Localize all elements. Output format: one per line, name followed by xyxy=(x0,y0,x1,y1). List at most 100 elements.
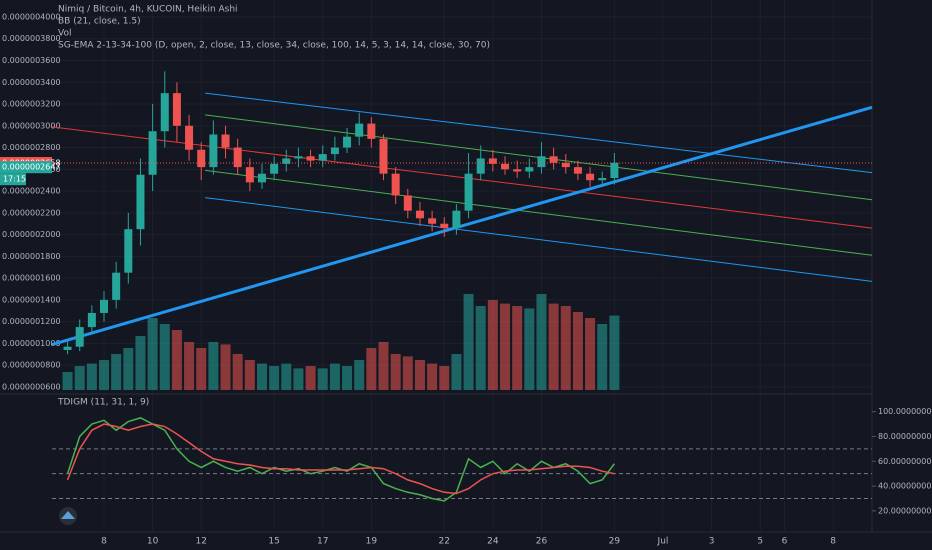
candle-body xyxy=(294,156,303,159)
y-tick-label: 0.0000000800 xyxy=(2,361,61,370)
volume-bar xyxy=(475,306,486,390)
pane-title: TDIGM (11, 31, 1, 9) xyxy=(57,398,149,408)
candle-body xyxy=(403,195,412,211)
candle-body xyxy=(391,173,400,196)
volume-bar xyxy=(196,348,207,390)
logo-mark xyxy=(61,511,75,519)
x-tick-label: 8 xyxy=(101,537,107,547)
volume-bar xyxy=(232,354,243,390)
volume-bar xyxy=(451,354,462,390)
candle-body xyxy=(257,173,266,183)
indicator-name: Vol xyxy=(58,29,71,39)
x-tick-label: 29 xyxy=(609,537,621,547)
indicator-name: BB (21, close, 1.5) xyxy=(58,17,141,27)
candle-body xyxy=(537,156,546,168)
x-tick-label: 8 xyxy=(830,537,836,547)
candle-body xyxy=(209,134,218,168)
y-tick-label: 0.0000002400 xyxy=(2,187,61,196)
candle-body xyxy=(561,162,570,168)
volume-bar xyxy=(439,366,450,390)
y-tick-label: 60.0000000000 xyxy=(878,457,932,466)
candle-body xyxy=(172,93,181,126)
volume-bar xyxy=(111,354,122,390)
candle-body xyxy=(488,158,497,164)
x-tick-label: 3 xyxy=(709,537,715,547)
price-label-box xyxy=(0,161,52,174)
volume-bar xyxy=(378,342,389,390)
candle-body xyxy=(63,346,72,350)
volume-bar xyxy=(536,294,547,390)
volume-bar xyxy=(317,368,328,390)
volume-bar xyxy=(293,368,304,390)
candle-body xyxy=(221,134,230,148)
price-label: 0.0000002647 xyxy=(2,163,61,172)
volume-bar xyxy=(159,324,170,390)
y-tick-label: 0.0000003000 xyxy=(2,121,61,130)
candle-body xyxy=(75,327,84,347)
volume-bar xyxy=(208,342,219,390)
candle-body xyxy=(464,173,473,211)
volume-bar xyxy=(609,315,620,390)
candle-body xyxy=(270,163,279,174)
trend-line xyxy=(205,92,873,174)
candle-body xyxy=(415,210,424,219)
volume-bar xyxy=(548,303,559,390)
candle-body xyxy=(343,136,352,148)
x-tick-label: 12 xyxy=(195,537,206,547)
candle-body xyxy=(610,162,619,179)
y-tick-label: 0.0000003400 xyxy=(2,78,61,87)
candle-body xyxy=(87,312,96,328)
indicator-name: SG-EMA 2-13-34-100 (D, open, 2, close, 1… xyxy=(58,41,490,51)
volume-bar xyxy=(500,303,511,390)
candle-body xyxy=(197,149,206,168)
volume-bar xyxy=(427,363,438,390)
volume-bar xyxy=(342,366,353,390)
volume-bar xyxy=(463,294,474,390)
candle-body xyxy=(185,125,194,150)
candle-body xyxy=(428,218,437,224)
y-tick-label: 0.0000001800 xyxy=(2,252,61,261)
candle-body xyxy=(124,229,133,273)
volume-bar xyxy=(329,363,340,390)
volume-bar xyxy=(123,348,134,390)
y-tick-label: 0.0000000600 xyxy=(2,382,61,391)
x-tick-label: 19 xyxy=(366,537,378,547)
x-tick-label: 15 xyxy=(268,537,279,547)
candle-body xyxy=(136,174,145,230)
volume-bar xyxy=(171,330,182,390)
y-tick-label: 0.0000002800 xyxy=(2,143,61,152)
x-tick-label: 5 xyxy=(757,537,763,547)
candle-body xyxy=(476,158,485,174)
x-tick-label: 10 xyxy=(147,537,159,547)
volume-bar xyxy=(402,356,413,390)
candle-body xyxy=(367,123,376,139)
volume-bar xyxy=(414,360,425,390)
x-tick-label: 17 xyxy=(317,537,328,547)
y-tick-label: 0.0000001200 xyxy=(2,317,61,326)
candle-body xyxy=(100,299,109,313)
trend-line xyxy=(205,169,873,256)
candle-body xyxy=(513,169,522,172)
x-tick-label: 6 xyxy=(782,537,788,547)
candle-body xyxy=(501,163,510,170)
volume-bar xyxy=(585,318,596,390)
y-tick-label: 0.0000004000 xyxy=(2,12,61,21)
y-tick-label: 0.0000001000 xyxy=(2,339,61,348)
candle-body xyxy=(549,156,558,163)
candle-body xyxy=(306,156,315,161)
volume-bar xyxy=(184,342,195,390)
volume-bar xyxy=(147,318,158,390)
volume-bar xyxy=(354,360,365,390)
x-tick-label: 24 xyxy=(487,537,499,547)
volume-bar xyxy=(269,366,280,390)
y-tick-label: 0.0000002200 xyxy=(2,208,61,217)
countdown-box xyxy=(0,173,26,186)
volume-bar xyxy=(135,336,146,390)
y-tick-label: 100.0000000000 xyxy=(878,407,932,416)
volume-bar xyxy=(305,366,316,390)
candle-body xyxy=(233,147,242,168)
volume-bar xyxy=(597,324,608,390)
